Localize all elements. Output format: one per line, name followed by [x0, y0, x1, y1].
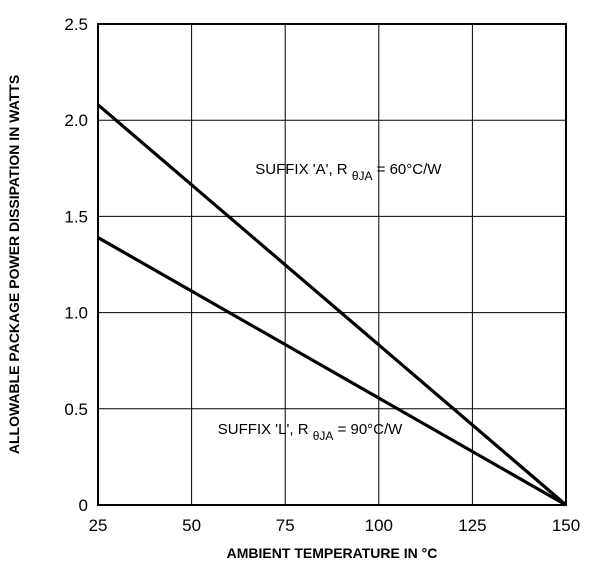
plot-frame	[97, 23, 567, 506]
y-tick-label: 0	[79, 496, 88, 515]
x-tick-label: 25	[89, 516, 108, 535]
series-lines	[96, 103, 568, 507]
annotations: SUFFIX 'A', R θJA = 60°C/W SUFFIX 'L', R …	[218, 161, 442, 443]
y-tick-label: 2.0	[64, 111, 88, 130]
x-axis-label: AMBIENT TEMPERATURE IN °C	[227, 545, 438, 561]
y-tick-labels: 0 0.5 1.0 1.5 2.0 2.5	[64, 15, 88, 515]
y-axis-label: ALLOWABLE PACKAGE POWER DISSIPATION IN W…	[6, 75, 22, 454]
x-tick-label: 150	[552, 516, 580, 535]
x-tick-labels: 25 50 75 100 125 150	[89, 516, 581, 535]
y-tick-label: 2.5	[64, 15, 88, 34]
x-tick-label: 75	[276, 516, 295, 535]
y-tick-label: 0.5	[64, 400, 88, 419]
series-annotation: SUFFIX 'A', R θJA = 60°C/W	[255, 161, 442, 183]
y-tick-label: 1.5	[64, 207, 88, 226]
series-annotation: SUFFIX 'L', R θJA = 90°C/W	[218, 421, 403, 443]
y-tick-label: 1.0	[64, 304, 88, 323]
series-line-1	[96, 103, 568, 507]
series-line-2	[97, 236, 567, 507]
x-tick-label: 100	[365, 516, 393, 535]
x-tick-label: 50	[182, 516, 201, 535]
x-tick-label: 125	[458, 516, 486, 535]
